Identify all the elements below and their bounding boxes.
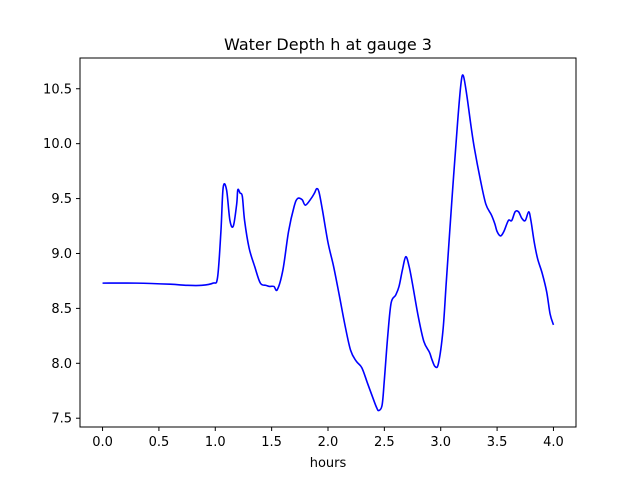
x-tick-label: 0.5 — [149, 435, 170, 450]
x-tick-label: 2.0 — [318, 435, 339, 450]
plot-frame — [79, 57, 577, 428]
x-tick-label: 3.5 — [487, 435, 508, 450]
y-tick-label: 7.5 — [51, 412, 72, 427]
x-axis-label: hours — [310, 456, 347, 471]
y-tick-label: 8.5 — [51, 302, 72, 317]
y-tick-label: 9.0 — [51, 247, 72, 262]
series-layer — [102, 74, 555, 412]
y-tick-label: 10.0 — [43, 137, 72, 152]
y-tick-label: 10.5 — [43, 82, 72, 97]
x-axis-ticks: 0.0 0.5 1.0 1.5 2.0 2.5 3.0 3.5 4.0 — [92, 427, 564, 450]
x-tick-label: 2.5 — [374, 435, 395, 450]
y-axis-ticks: 7.5 8.0 8.5 9.0 9.5 10.0 10.5 — [43, 82, 80, 427]
x-tick-label: 1.0 — [205, 435, 226, 450]
y-tick-label: 8.0 — [51, 357, 72, 372]
y-tick-label: 9.5 — [51, 192, 72, 207]
x-tick-label: 3.0 — [430, 435, 451, 450]
x-tick-label: 0.0 — [92, 435, 113, 450]
series-line — [102, 74, 555, 412]
x-tick-label: 1.5 — [261, 435, 282, 450]
x-tick-label: 4.0 — [543, 435, 564, 450]
chart-title: Water Depth h at gauge 3 — [224, 35, 432, 54]
